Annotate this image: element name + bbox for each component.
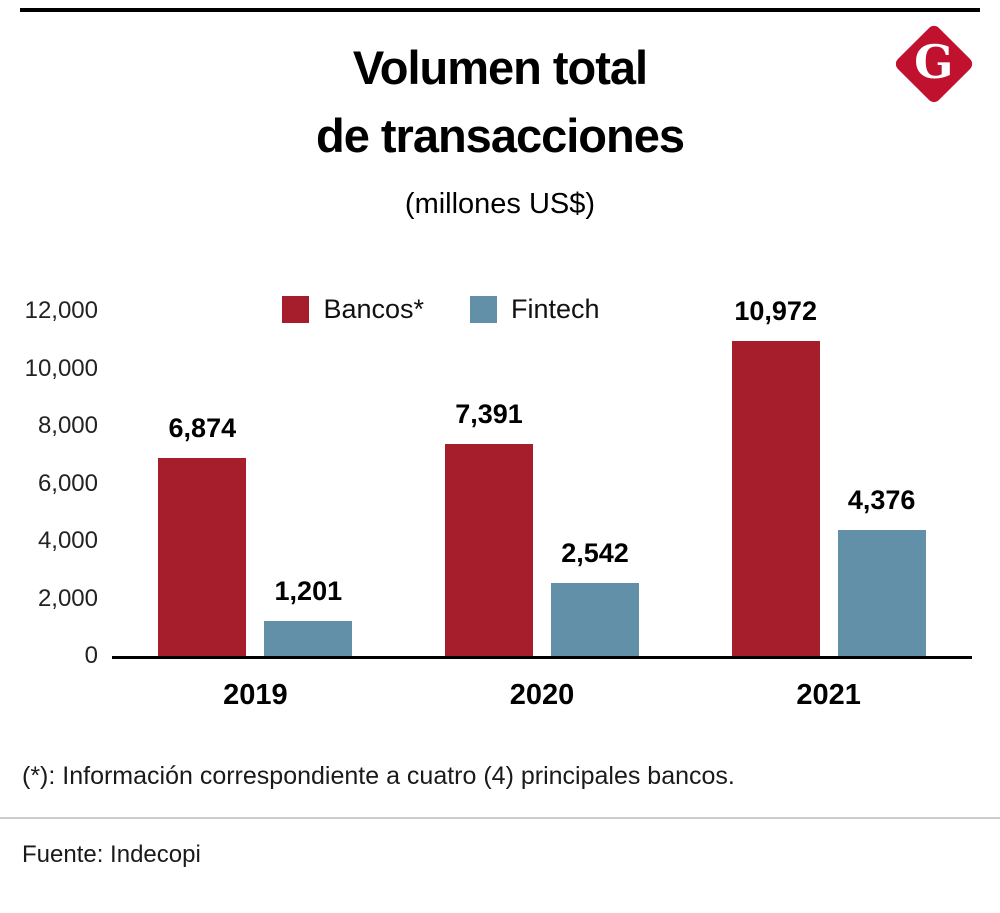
- bar-bancos: 10,972: [731, 296, 820, 656]
- legend: Bancos* Fintech: [0, 294, 1000, 325]
- bar: [158, 458, 247, 656]
- y-tick-label: 0: [84, 642, 98, 669]
- bar-group: 7,391 2,542: [399, 311, 686, 656]
- bar-value-label: 6,874: [168, 413, 237, 443]
- logo-letter: G: [914, 34, 954, 89]
- bar-value-label: 2,542: [561, 538, 629, 568]
- bar-value-label: 10,972: [734, 296, 817, 326]
- y-tick-label: 12,000: [24, 297, 98, 324]
- bar-fintech: 4,376: [837, 485, 926, 656]
- bar-group: 10,972 4,376: [685, 296, 972, 656]
- bar-value-label: 1,201: [274, 576, 343, 606]
- legend-item: Bancos*: [282, 294, 424, 325]
- x-axis-labels: 2019 2020 2021: [112, 659, 972, 712]
- bar-bancos: 6,874: [158, 413, 247, 656]
- y-tick-label: 10,000: [24, 354, 98, 382]
- chart: Bancos* Fintech 0 2,000 4,000 6,000 8,000 10,0…: [0, 294, 1000, 712]
- y-tick-label: 4,000: [37, 527, 98, 554]
- divider: [0, 817, 1000, 819]
- bar-fintech: 1,201: [264, 576, 353, 656]
- bar: [445, 444, 533, 656]
- bar-value-label: 7,391: [455, 399, 523, 429]
- brand-logo: G: [890, 20, 978, 108]
- bar-fintech: 2,542: [551, 538, 639, 656]
- y-tick-label: 6,000: [37, 469, 98, 497]
- footnote: (*): Información correspondiente a cuatr…: [22, 762, 735, 790]
- x-axis-label: 2019: [223, 679, 288, 711]
- chart-title-line2: de transacciones: [315, 109, 685, 162]
- bar: [837, 530, 926, 656]
- bar-value-label: 4,376: [847, 485, 916, 515]
- chart-row: 0 2,000 4,000 6,000 8,000 10,000 12,000 6,874 1…: [0, 296, 972, 669]
- bar-groups: 6,874 1,201 7,391 2,542 10,972 4,376: [112, 296, 972, 656]
- bar-group: 6,874 1,201: [112, 311, 399, 656]
- bar: [731, 341, 820, 656]
- logo-diamond-icon: G: [892, 22, 976, 106]
- y-axis: 0 2,000 4,000 6,000 8,000 10,000 12,000: [0, 297, 112, 669]
- chart-header: Volumen total de transacciones (millones…: [0, 0, 1000, 221]
- top-rule: [20, 8, 980, 12]
- y-tick-label: 2,000: [37, 584, 98, 612]
- source-text: Fuente: Indecopi: [22, 841, 201, 868]
- bar-bancos: 7,391: [445, 399, 533, 656]
- plot-area: 6,874 1,201 7,391 2,542 10,972 4,376: [112, 296, 972, 659]
- x-axis-label: 2021: [796, 679, 861, 711]
- y-tick-label: 8,000: [37, 412, 98, 439]
- x-axis-label: 2020: [509, 679, 575, 711]
- chart-title-line1: Volumen total: [352, 41, 648, 94]
- bar: [264, 621, 353, 656]
- legend-swatch: [282, 296, 310, 323]
- bar: [551, 583, 639, 656]
- legend-label: Fintech: [511, 294, 600, 324]
- legend-label: Bancos*: [323, 294, 425, 324]
- chart-subtitle: (millones US$): [404, 188, 596, 220]
- legend-item: Fintech: [470, 294, 600, 325]
- legend-swatch: [470, 296, 498, 323]
